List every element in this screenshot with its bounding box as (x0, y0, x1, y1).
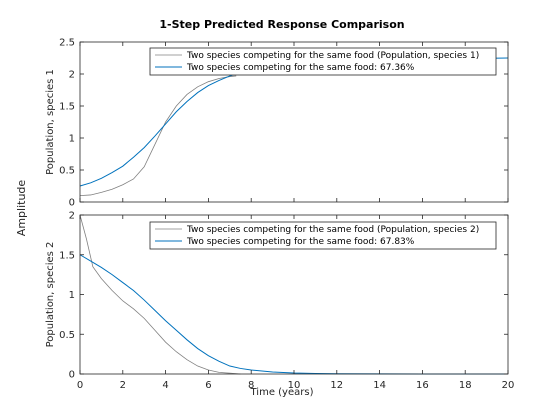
series-line-measured (79, 214, 241, 375)
panels: 0 0.5 1 1.5 2 2.5 Population, species 1 Two spe… (45, 38, 514, 392)
y-tick-label: 2 (69, 211, 75, 222)
axes-bottom: 0 2 4 6 8 10 12 14 16 18 20 0 0.5 1 1.5 2 Population, sp… (45, 211, 514, 392)
figure-ylabel: Amplitude (15, 180, 28, 237)
legend-entry: Two species competing for the same food … (186, 225, 479, 235)
y-tick-label: 0 (69, 198, 75, 209)
x-tick-label: 14 (373, 380, 386, 391)
legend: Two species competing for the same food … (149, 221, 497, 250)
figure-title: 1-Step Predicted Response Comparison (159, 18, 404, 31)
x-tick-label: 12 (330, 380, 343, 391)
x-tick-label: 4 (162, 380, 168, 391)
x-tick-label: 20 (502, 380, 515, 391)
x-tick-label: 2 (120, 380, 126, 391)
figure-xlabel: Time (years) (250, 387, 314, 398)
x-tick-label: 8 (248, 380, 254, 391)
y-tick-label: 1.5 (59, 102, 75, 113)
y-axis-label: Population, species 2 (45, 242, 56, 348)
x-tick-label: 6 (205, 380, 211, 391)
x-tick-label: 16 (416, 380, 429, 391)
y-tick-label: 0.5 (59, 330, 75, 341)
y-tick-label: 1.5 (59, 250, 75, 261)
y-tick-label: 1 (69, 134, 75, 145)
legend-entry: Two species competing for the same food … (186, 51, 479, 61)
legend: Two species competing for the same food … (149, 47, 497, 76)
legend-box (149, 47, 497, 76)
series-line-measured (79, 75, 237, 196)
y-tick-label: 0 (69, 370, 75, 381)
x-tick-label: 0 (77, 380, 83, 391)
y-tick-label: 2.5 (59, 38, 75, 49)
y-axis-label: Population, species 1 (45, 69, 56, 175)
x-tick-label: 10 (288, 380, 301, 391)
y-tick-label: 1 (69, 290, 75, 301)
legend-box (149, 221, 497, 250)
legend-entry: Two species competing for the same food:… (186, 63, 415, 73)
axes-top: 0 0.5 1 1.5 2 2.5 Population, species 1 Two spe… (45, 38, 509, 209)
y-tick-label: 2 (69, 70, 75, 81)
x-tick-label: 18 (459, 380, 472, 391)
y-tick-label: 0.5 (59, 166, 75, 177)
legend-entry: Two species competing for the same food:… (186, 237, 415, 247)
